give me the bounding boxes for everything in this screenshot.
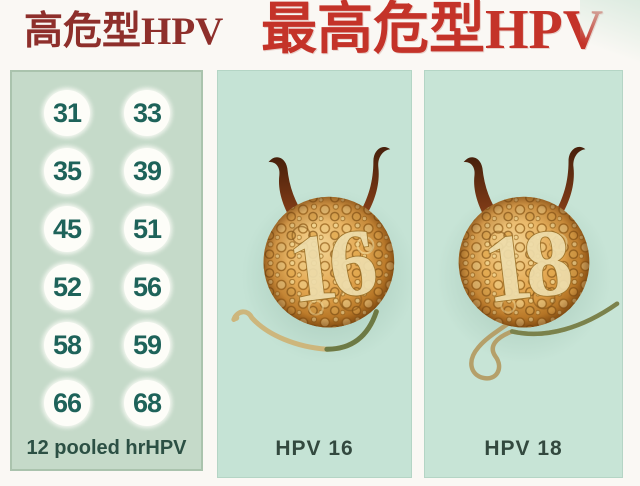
- title-highest-risk-hpv: 最高危型HPV: [261, 0, 604, 61]
- pooled-hrhpv-caption: 12 pooled hrHPV: [26, 437, 187, 459]
- hpv-type-number: 45: [52, 213, 82, 244]
- hpv-type-badge-grid: 31 33 35 39 45 51 52 56 58 59 66 68: [44, 90, 170, 426]
- hpv16-virus-icon: 16: [231, 146, 411, 364]
- hpv-type-badge: 56: [124, 264, 170, 310]
- hpv-type-number: 52: [52, 271, 82, 302]
- virus-tail: [231, 309, 379, 352]
- hpv-type-number: 51: [132, 213, 162, 244]
- hpv16-panel: 16 HPV 16: [217, 70, 412, 478]
- hpv16-virus-illustration: 16: [231, 146, 411, 364]
- hpv-type-badge: 33: [124, 90, 170, 136]
- hpv-type-number: 56: [132, 271, 162, 302]
- virus-number-label: 16: [283, 208, 381, 324]
- hpv-type-badge: 51: [124, 206, 170, 252]
- hpv-type-number: 68: [132, 387, 162, 418]
- hpv18-virus-icon: 18: [436, 146, 620, 381]
- hpv-type-badge: 39: [124, 148, 170, 194]
- hpv-type-number: 31: [52, 97, 82, 128]
- devil-horns-icon: [268, 146, 391, 221]
- hpv-type-number: 39: [132, 155, 162, 186]
- virus-sphere: [263, 196, 395, 328]
- hpv-type-number: 58: [52, 329, 82, 360]
- hpv-type-badge: 59: [124, 322, 170, 368]
- hpv-type-badge: 52: [44, 264, 90, 310]
- virus-number-label: 18: [478, 208, 576, 324]
- hpv-type-number: 59: [132, 329, 162, 360]
- hpv-type-number: 35: [52, 155, 82, 186]
- hpv-type-badge: 58: [44, 322, 90, 368]
- hpv-type-badge: 45: [44, 206, 90, 252]
- virus-tail: [469, 301, 620, 381]
- hpv-type-number: 33: [132, 97, 162, 128]
- hpv18-caption: HPV 18: [484, 437, 563, 460]
- hpv18-virus-illustration: 18: [436, 146, 620, 381]
- devil-horns-icon: [463, 146, 586, 221]
- title-high-risk-hpv: 高危型HPV: [24, 10, 224, 53]
- hpv16-caption: HPV 16: [275, 437, 354, 460]
- hpv-type-badge: 68: [124, 380, 170, 426]
- hpv18-panel: 18 HPV 18: [424, 70, 623, 478]
- virus-sphere: [458, 196, 590, 328]
- hpv-type-badge: 35: [44, 148, 90, 194]
- hpv-type-number: 66: [52, 387, 82, 418]
- hpv-type-badge: 66: [44, 380, 90, 426]
- hpv-type-badge: 31: [44, 90, 90, 136]
- hrhpv-types-panel: 31 33 35 39 45 51 52 56 58 59 66 68 12 p…: [10, 70, 203, 471]
